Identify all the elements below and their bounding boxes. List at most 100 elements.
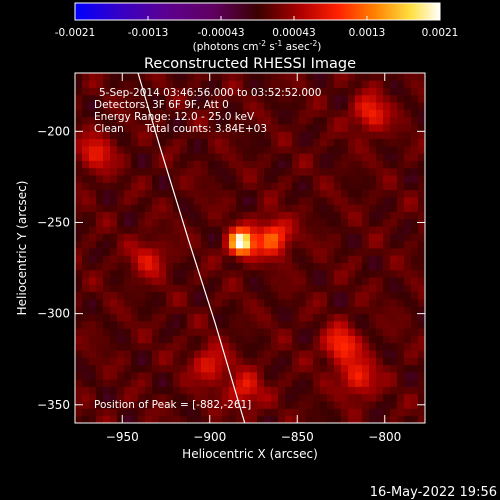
heatmap-cell — [390, 248, 398, 256]
heatmap-cell — [152, 160, 160, 169]
heatmap-cell — [222, 218, 230, 227]
heatmap-cell — [334, 328, 342, 336]
heatmap-cell — [334, 131, 342, 140]
heatmap-cell — [75, 328, 83, 336]
heatmap-cell — [306, 335, 314, 344]
heatmap-cell — [96, 233, 104, 242]
heatmap-cell — [110, 116, 118, 125]
heatmap-cell — [103, 328, 111, 336]
heatmap-cell — [229, 415, 237, 423]
heatmap-cell — [222, 415, 230, 423]
heatmap-cell — [215, 124, 223, 132]
heatmap-cell — [187, 269, 195, 278]
heatmap-cell — [250, 284, 258, 293]
heatmap-cell — [215, 277, 223, 285]
heatmap-cell — [306, 116, 314, 125]
heatmap-cell — [166, 167, 174, 176]
heatmap-cell — [250, 116, 258, 125]
heatmap-cell — [271, 342, 279, 351]
heatmap-cell — [194, 204, 202, 212]
heatmap-cell — [376, 415, 384, 423]
heatmap-cell — [376, 335, 384, 344]
heatmap-cell — [299, 335, 307, 344]
heatmap-cell — [404, 262, 412, 271]
heatmap-cell — [117, 379, 125, 387]
heatmap-cell — [82, 131, 90, 140]
heatmap-cell — [103, 226, 111, 234]
heatmap-cell — [264, 306, 272, 315]
heatmap-cell — [299, 291, 307, 300]
heatmap-cell — [194, 116, 202, 125]
heatmap-cell — [222, 364, 230, 373]
heatmap-cell — [376, 408, 384, 417]
heatmap-cell — [390, 306, 398, 315]
heatmap-cell — [222, 138, 230, 147]
heatmap-cell — [320, 160, 328, 169]
heatmap-cell — [236, 124, 244, 132]
heatmap-cell — [187, 371, 195, 380]
heatmap-cell — [285, 379, 293, 387]
heatmap-cell — [369, 145, 377, 154]
heatmap-cell — [194, 248, 202, 256]
heatmap-cell — [292, 233, 300, 242]
heatmap-cell — [271, 371, 279, 380]
heatmap-cell — [82, 211, 90, 220]
heatmap-cell — [341, 269, 349, 278]
plot-frame — [74, 72, 426, 424]
heatmap-cell — [320, 371, 328, 380]
heatmap-cell — [82, 350, 90, 358]
heatmap-cell — [138, 138, 146, 147]
heatmap-cell — [180, 357, 188, 366]
heatmap-cell — [383, 371, 391, 380]
heatmap-cell — [264, 386, 272, 395]
heatmap-cell — [89, 415, 97, 423]
heatmap-cell — [313, 342, 321, 351]
heatmap-cell — [103, 364, 111, 373]
heatmap-cell — [201, 284, 209, 293]
heatmap-cell — [152, 299, 160, 307]
heatmap-cell — [271, 160, 279, 169]
heatmap-cell — [369, 160, 377, 169]
heatmap-cell — [96, 350, 104, 358]
heatmap-cell — [355, 379, 363, 387]
heatmap-cell — [390, 138, 398, 147]
heatmap-cell — [334, 160, 342, 169]
heatmap-cell — [131, 328, 139, 336]
heatmap-cell — [397, 102, 405, 110]
heatmap-cell — [264, 167, 272, 176]
heatmap-cell — [82, 415, 90, 423]
heatmap-cell — [96, 262, 104, 271]
heatmap-cell — [194, 189, 202, 198]
heatmap-cell — [348, 102, 356, 110]
heatmap-cell — [299, 102, 307, 110]
heatmap-cell — [264, 109, 272, 118]
heatmap-cell — [362, 335, 370, 344]
heatmap-cell — [229, 269, 237, 278]
heatmap-cell — [110, 342, 118, 351]
heatmap-cell — [404, 313, 412, 322]
heatmap-cell — [306, 211, 314, 220]
heatmap-cell — [159, 262, 167, 271]
heatmap-cell — [299, 218, 307, 227]
heatmap-cell — [383, 94, 391, 103]
heatmap-cell — [376, 357, 384, 366]
heatmap-cell — [180, 371, 188, 380]
heatmap-cell — [96, 371, 104, 380]
heatmap-cell — [411, 218, 419, 227]
heatmap-cell — [173, 160, 181, 169]
heatmap-cell — [285, 255, 293, 263]
heatmap-cell — [397, 262, 405, 271]
heatmap-cell — [264, 94, 272, 103]
heatmap-cell — [152, 204, 160, 212]
heatmap-cell — [306, 138, 314, 147]
heatmap-cell — [124, 167, 132, 176]
heatmap-cell — [306, 189, 314, 198]
axis-ticks: −950 −900 −850 −800−350−300−250−200 — [37, 73, 425, 444]
heatmap-cell — [229, 386, 237, 395]
heatmap-cell — [215, 167, 223, 176]
heatmap-cell — [418, 233, 425, 242]
heatmap-cell — [124, 357, 132, 366]
heatmap-cell — [327, 408, 335, 417]
heatmap-cell — [404, 87, 412, 96]
heatmap-cell — [404, 145, 412, 154]
